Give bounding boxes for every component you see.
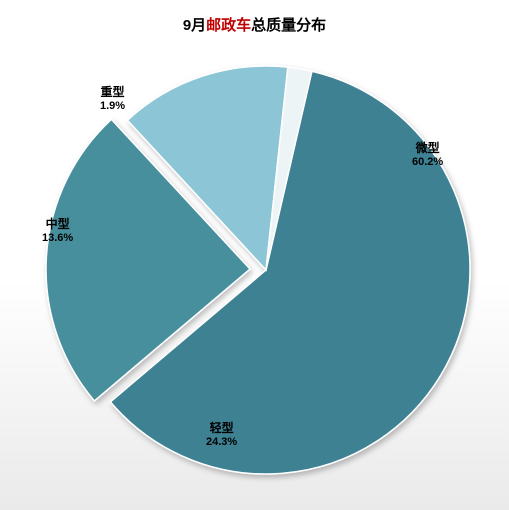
- slice-name-2: 中型: [46, 217, 70, 231]
- slice-pct-1: 24.3%: [206, 436, 237, 449]
- slice-name-3: 重型: [101, 85, 125, 99]
- chart-container: 9月邮政车总质量分布 微型 60.2% 轻型 24.3% 中型 13.6% 重型…: [0, 0, 509, 510]
- slice-label-2: 中型 13.6%: [42, 218, 73, 244]
- slice-pct-2: 13.6%: [42, 232, 73, 245]
- slice-label-1: 轻型 24.3%: [206, 422, 237, 448]
- pie-chart: [0, 0, 509, 510]
- slice-name-0: 微型: [416, 141, 440, 155]
- slice-label-3: 重型 1.9%: [100, 86, 125, 112]
- slice-pct-3: 1.9%: [100, 100, 125, 113]
- slice-pct-0: 60.2%: [412, 156, 443, 169]
- slice-label-0: 微型 60.2%: [412, 142, 443, 168]
- pie-slices: [46, 66, 470, 474]
- slice-name-1: 轻型: [210, 421, 234, 435]
